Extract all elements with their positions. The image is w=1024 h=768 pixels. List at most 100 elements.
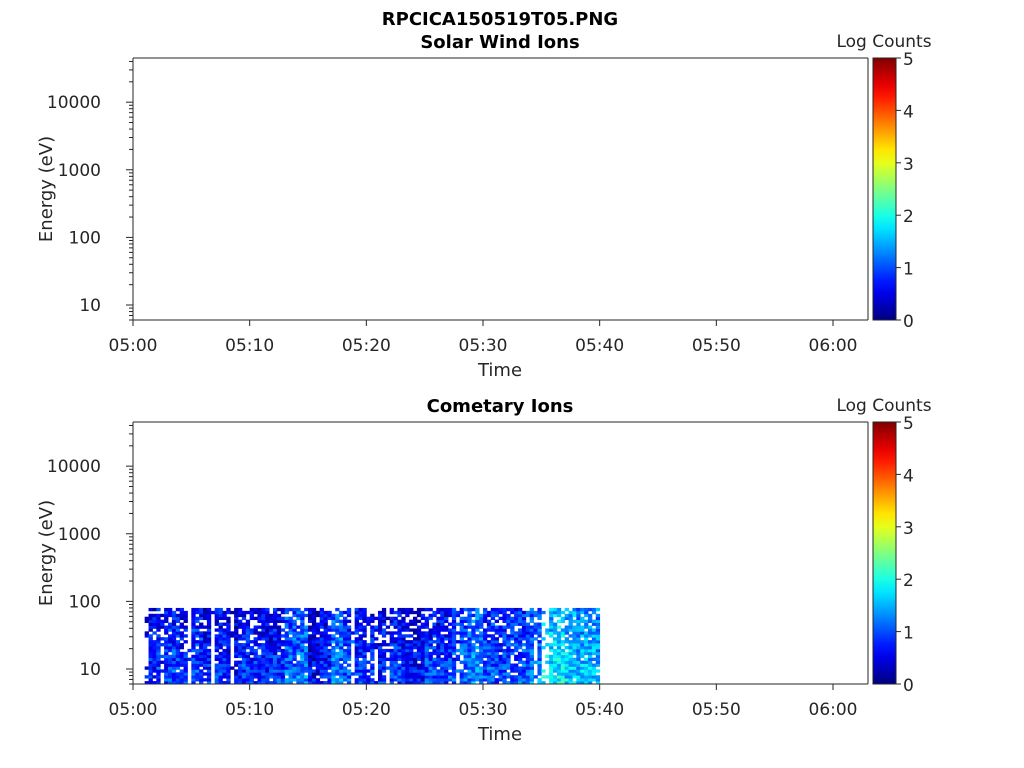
heatmap-cell [584,648,589,653]
heatmap-cell [257,643,262,647]
heatmap-cell [486,675,492,679]
heatmap-cell [315,631,321,635]
heatmap-cell [502,631,507,635]
heatmap-cell [405,678,410,682]
heatmap-cell [292,610,297,615]
heatmap-cell [218,678,223,682]
heatmap-cell [183,681,188,685]
heatmap-cell [549,645,554,650]
heatmap-cell [397,681,402,685]
heatmap-cell [576,625,581,629]
heatmap-cell [494,631,499,635]
heatmap-cell [253,669,258,673]
heatmap-cell [506,634,511,638]
heatmap-cell [420,640,426,644]
heatmap-cell [304,681,309,685]
heatmap-cell [164,681,169,685]
heatmap-cell [304,657,309,661]
heatmap-cell [494,669,499,673]
heatmap-cell [510,634,515,638]
heatmap-cell [510,643,515,647]
heatmap-cell [440,681,445,685]
heatmap-cell [580,625,585,629]
heatmap-cell [529,607,534,612]
heatmap-cell [529,681,534,685]
heatmap-cell [378,610,383,615]
heatmap-cell [241,625,247,629]
heatmap-cell [424,616,429,621]
heatmap-cell [214,637,219,641]
heatmap-cell [420,654,426,659]
heatmap-cell [222,654,227,659]
heatmap-cell [230,666,235,670]
heatmap-cell [580,628,585,632]
heatmap-cell [311,613,317,618]
x-tick-label: 06:00 [809,336,858,356]
heatmap-cell [171,637,177,641]
heatmap-cell [401,637,406,641]
heatmap-cell [269,675,274,679]
heatmap-cell [311,637,317,641]
heatmap-cell [459,631,464,635]
heatmap-cell [467,669,472,673]
heatmap-cell [362,663,367,667]
heatmap-cell [584,651,589,656]
heatmap-cell [529,616,534,621]
heatmap-cell [451,643,457,647]
heatmap-cell [455,648,461,653]
heatmap-cell [409,672,414,676]
heatmap-cell [541,681,546,685]
heatmap-cell [405,666,410,670]
heatmap-cell [339,631,344,635]
heatmap-cell [214,634,219,638]
heatmap-cell [171,634,177,638]
heatmap-cell [276,648,282,653]
heatmap-cell [346,672,352,676]
heatmap-cell [533,613,538,618]
heatmap-cell [175,672,181,676]
heatmap-cell [284,637,289,641]
heatmap-cell [537,645,542,650]
heatmap-cell [319,657,324,661]
heatmap-cell [206,669,212,673]
heatmap-cell [490,616,496,621]
heatmap-cell [486,613,492,618]
heatmap-cell [576,660,581,664]
heatmap-cell [584,669,589,673]
heatmap-cell [444,654,449,659]
heatmap-cell [249,669,254,673]
heatmap-cell [564,654,569,659]
heatmap-cell [572,640,577,644]
heatmap-cell [498,669,503,673]
heatmap-cell [463,628,468,632]
heatmap-cell [459,660,464,664]
heatmap-cell [156,666,161,670]
heatmap-cell [556,643,562,647]
heatmap-cell [175,663,181,667]
heatmap-cell [483,643,488,647]
heatmap-cell [436,657,441,661]
heatmap-cell [311,645,317,650]
heatmap-cell [323,610,328,615]
heatmap-cell [346,648,352,653]
heatmap-cell [401,654,406,659]
heatmap-cell [370,613,375,618]
heatmap-cell [296,672,301,676]
x-axis-label: Time [477,360,522,381]
heatmap-cell [381,669,387,673]
heatmap-cell [343,631,348,635]
heatmap-cell [568,643,573,647]
heatmap-cell [502,628,507,632]
heatmap-cell [319,637,324,641]
heatmap-cell [214,681,219,685]
heatmap-cell [323,631,328,635]
heatmap-cell [323,657,328,661]
heatmap-cell [518,660,523,664]
heatmap-cell [335,654,340,659]
heatmap-cell [432,628,437,632]
heatmap-cell [490,681,496,685]
heatmap-cell [164,645,169,650]
heatmap-cell [269,672,274,676]
heatmap-cell [518,651,523,656]
heatmap-cell [308,654,313,659]
